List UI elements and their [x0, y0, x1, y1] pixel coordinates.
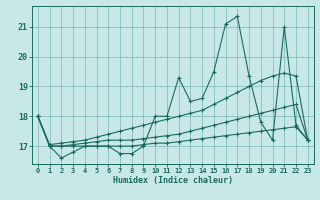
X-axis label: Humidex (Indice chaleur): Humidex (Indice chaleur) [113, 176, 233, 185]
